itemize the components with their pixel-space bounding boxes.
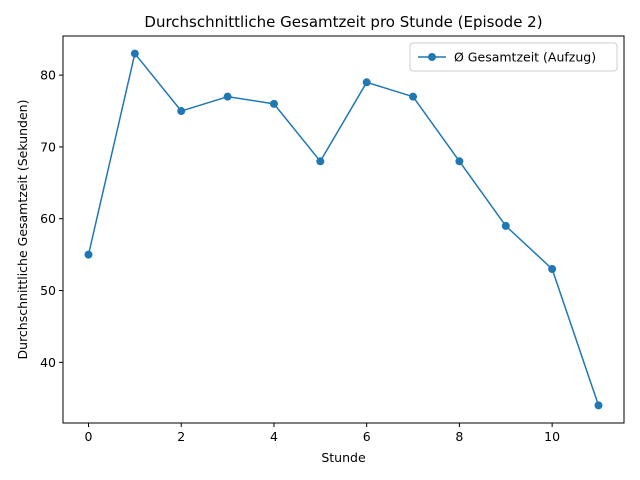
plot-content [84, 49, 603, 410]
y-tick-label: 80 [40, 68, 56, 83]
x-tick-label: 10 [544, 429, 560, 444]
series-line [87, 52, 600, 406]
data-point [455, 157, 464, 166]
data-point [130, 49, 139, 58]
axes-frame [62, 35, 625, 424]
y-tick-label: 70 [40, 139, 56, 154]
legend-box [409, 42, 618, 72]
data-point [362, 78, 371, 87]
data-point [548, 264, 557, 273]
y-axis-label: Durchschnittliche Gesamtzeit (Sekunden) [15, 100, 30, 360]
chart-title: Durchschnittliche Gesamtzeit pro Stunde … [144, 13, 542, 31]
x-tick-label: 6 [363, 429, 371, 444]
x-axis-ticks: 0 2 4 6 8 10 [85, 423, 560, 444]
legend-label: Ø Gesamtzeit (Aufzug) [454, 50, 596, 65]
data-point [594, 401, 603, 410]
data-point [177, 107, 186, 116]
y-tick-label: 60 [40, 211, 56, 226]
y-axis-ticks: 40 50 60 70 80 [40, 68, 63, 370]
x-tick-label: 0 [85, 429, 93, 444]
y-tick-label: 50 [40, 283, 56, 298]
data-point [223, 92, 232, 101]
x-tick-label: 4 [270, 429, 278, 444]
x-tick-label: 8 [455, 429, 463, 444]
data-point [409, 92, 418, 101]
data-point [84, 250, 93, 259]
data-point [269, 99, 278, 108]
y-tick-label: 40 [40, 355, 56, 370]
x-axis-label: Stunde [321, 450, 366, 465]
data-point [501, 221, 510, 230]
legend: Ø Gesamtzeit (Aufzug) [409, 42, 618, 72]
x-tick-label: 2 [177, 429, 185, 444]
data-point [316, 157, 325, 166]
legend-marker [428, 53, 436, 61]
